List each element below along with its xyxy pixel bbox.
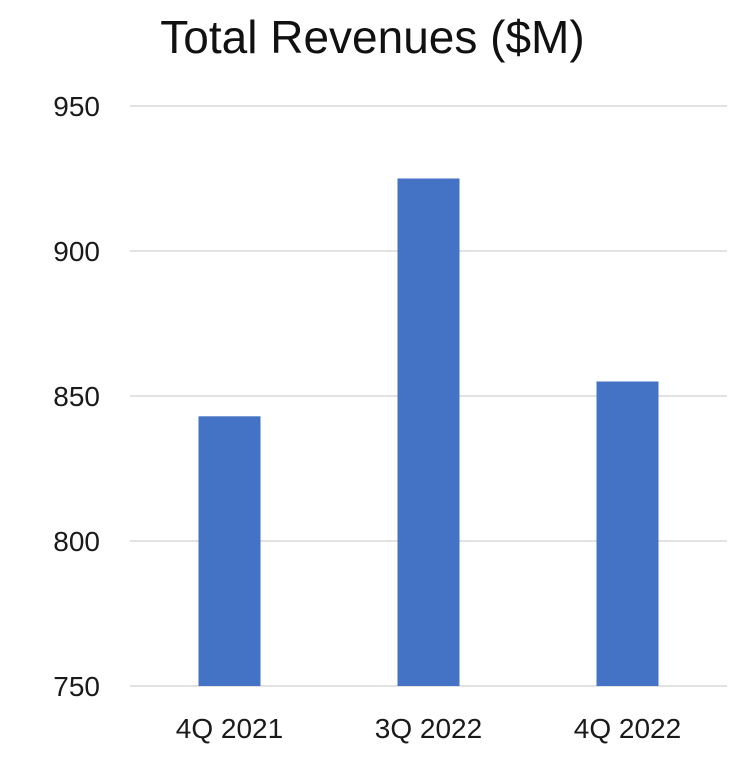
bar-4q-2021 <box>198 416 261 686</box>
y-tick-label: 900 <box>53 236 100 267</box>
x-axis-tick-labels: 4Q 2021 3Q 2022 4Q 2022 <box>176 713 681 744</box>
bar-3q-2022 <box>397 178 460 686</box>
y-tick-label: 750 <box>53 671 100 702</box>
bars <box>198 178 659 686</box>
y-tick-label: 950 <box>53 91 100 122</box>
x-tick-label: 3Q 2022 <box>375 713 482 744</box>
x-tick-label: 4Q 2021 <box>176 713 283 744</box>
bar-4q-2022 <box>596 381 659 686</box>
y-tick-label: 800 <box>53 526 100 557</box>
chart-title: Total Revenues ($M) <box>160 11 585 63</box>
x-tick-label: 4Q 2022 <box>574 713 681 744</box>
y-tick-label: 850 <box>53 381 100 412</box>
y-axis-tick-labels: 750 800 850 900 950 <box>53 91 100 702</box>
